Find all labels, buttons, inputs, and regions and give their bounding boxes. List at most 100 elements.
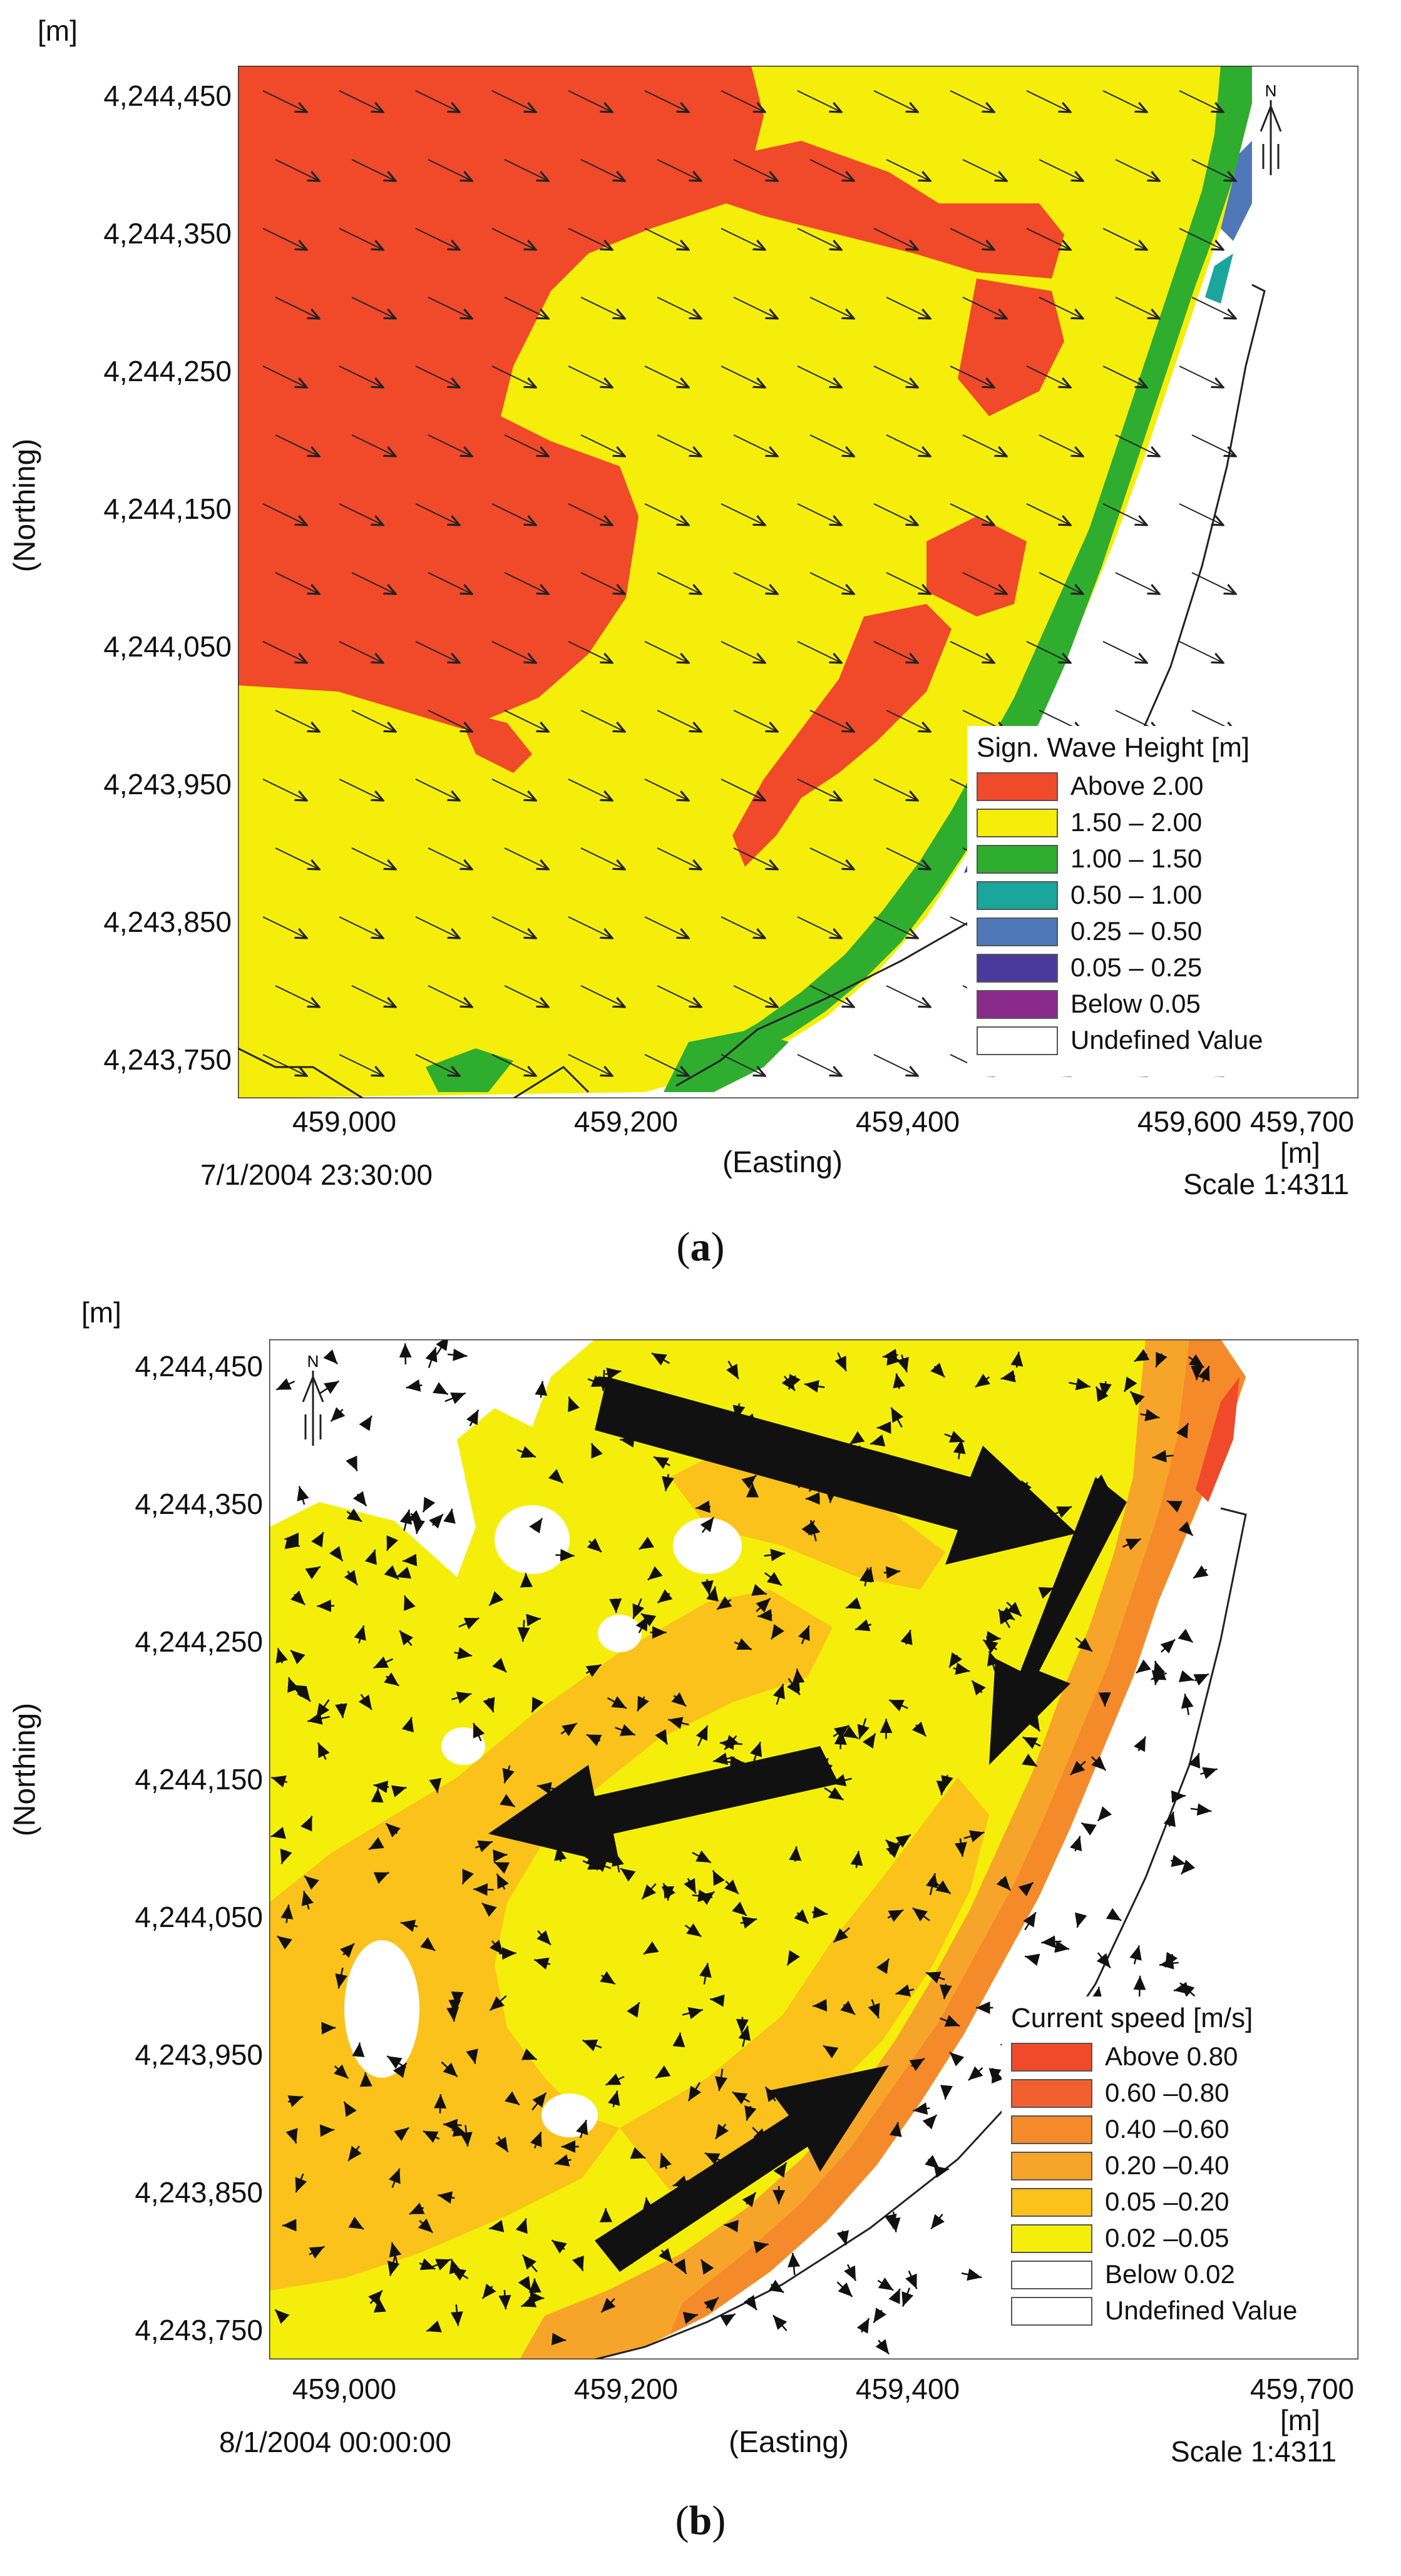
wave-arrow	[886, 297, 930, 319]
current-arrow	[1136, 1659, 1151, 1674]
current-arrow	[834, 1730, 847, 1749]
current-arrow	[535, 1381, 548, 1398]
current-arrow	[671, 1692, 687, 1707]
current-arrow	[700, 1516, 715, 1533]
current-arrow	[941, 1774, 953, 1791]
current-arrow	[447, 1348, 468, 1361]
wave-arrow	[1179, 228, 1223, 250]
current-arrow	[909, 2058, 925, 2072]
wave-arrow	[262, 779, 307, 800]
wave-arrow	[339, 503, 383, 525]
wave-arrow	[644, 503, 689, 525]
current-arrow	[1099, 1381, 1112, 1398]
current-arrow	[933, 2165, 950, 2178]
zone-0-40-to-0-60	[670, 1339, 1246, 2334]
current-arrow	[794, 1909, 809, 1924]
current-arrow	[555, 1548, 575, 1561]
current-arrow	[900, 1629, 913, 1645]
current-arrow	[726, 1361, 739, 1380]
current-arrow	[515, 2218, 528, 2234]
current-arrow	[1188, 1354, 1204, 1368]
wave-arrow	[580, 297, 625, 319]
wave-arrow	[644, 779, 689, 800]
legend-label: 0.25 – 0.50	[1070, 916, 1203, 946]
current-arrow	[393, 2062, 408, 2078]
current-arrow	[443, 1508, 456, 1524]
panel-caption: (b)	[675, 2498, 726, 2543]
wave-arrow	[351, 159, 396, 181]
current-arrow	[1134, 1349, 1150, 1362]
legend-label: 0.50 – 1.00	[1070, 880, 1203, 909]
legend-swatch	[1011, 2261, 1092, 2289]
current-vector-arrows	[270, 1339, 1218, 2355]
y-tick: 4,243,750	[103, 1043, 232, 1076]
current-arrow	[517, 1620, 530, 1642]
current-arrow	[684, 1923, 702, 1938]
current-arrow	[743, 2294, 757, 2311]
wave-arrow	[873, 365, 918, 387]
current-arrow	[572, 2256, 584, 2272]
current-arrow	[682, 2007, 704, 2020]
wave-arrow	[797, 503, 841, 525]
wave-arrow	[415, 641, 459, 663]
current-arrow	[600, 1971, 616, 1985]
current-arrow	[1173, 1981, 1189, 1995]
wave-arrow	[580, 572, 625, 594]
wave-arrow	[644, 365, 689, 387]
current-arrow	[521, 2254, 538, 2272]
x-tick: 459,000	[292, 2373, 397, 2405]
current-arrow	[344, 1570, 358, 1586]
wave-arrow	[275, 710, 319, 732]
current-arrow	[926, 1873, 938, 1896]
wave-arrow	[351, 710, 396, 732]
current-arrow	[458, 1617, 480, 1630]
current-arrow	[961, 2268, 982, 2281]
current-arrow	[1075, 1912, 1087, 1928]
current-arrow	[1018, 1881, 1034, 1897]
x-tick: 459,700	[1250, 2373, 1355, 2405]
current-arrow	[868, 1999, 880, 2019]
current-arrow	[280, 1848, 292, 1864]
zone-above-2-0-north	[714, 141, 1064, 279]
current-arrow	[568, 1396, 580, 1413]
current-arrow	[560, 1722, 578, 1737]
wave-direction-arrows	[262, 90, 1236, 1076]
wave-arrow	[580, 710, 625, 732]
current-arrow	[877, 2277, 894, 2291]
current-arrow	[466, 1409, 480, 1427]
current-arrow	[922, 2114, 938, 2130]
wave-arrow	[415, 365, 459, 387]
current-speed-map	[269, 1339, 1358, 2359]
legend-label: 0.60 –0.80	[1105, 2078, 1229, 2107]
current-arrow	[632, 1598, 645, 1619]
current-arrow	[420, 1937, 436, 1951]
legend-swatch	[1011, 2079, 1092, 2108]
wave-arrow	[339, 228, 383, 250]
wave-arrow	[797, 365, 841, 387]
current-arrow	[371, 1788, 384, 1803]
current-arrow	[426, 2320, 442, 2333]
current-arrow	[1178, 1521, 1194, 1536]
current-arrow	[475, 1840, 493, 1853]
wave-arrow	[351, 434, 396, 456]
current-arrow	[290, 1649, 305, 1665]
current-arrow	[930, 2214, 945, 2230]
current-arrow	[531, 1697, 544, 1713]
current-arrow	[582, 2039, 602, 2052]
y-tick: 4,243,850	[135, 2176, 263, 2209]
current-arrow	[1075, 1637, 1093, 1652]
wave-arrow	[1191, 159, 1236, 181]
current-arrow	[836, 2281, 853, 2297]
current-arrow	[271, 1776, 287, 1788]
legend-label: Undefined Value	[1105, 2296, 1298, 2325]
current-arrow	[526, 1613, 541, 1627]
legend-swatch	[977, 990, 1058, 1019]
wave-arrow	[415, 1054, 459, 1076]
wave-arrow	[1115, 434, 1159, 456]
y-tick: 4,243,950	[103, 768, 232, 800]
current-arrow	[647, 1566, 663, 1581]
wave-arrow	[1191, 297, 1236, 319]
current-arrow	[896, 1354, 909, 1372]
current-arrow	[481, 2283, 496, 2299]
wave-arrow	[886, 159, 930, 181]
